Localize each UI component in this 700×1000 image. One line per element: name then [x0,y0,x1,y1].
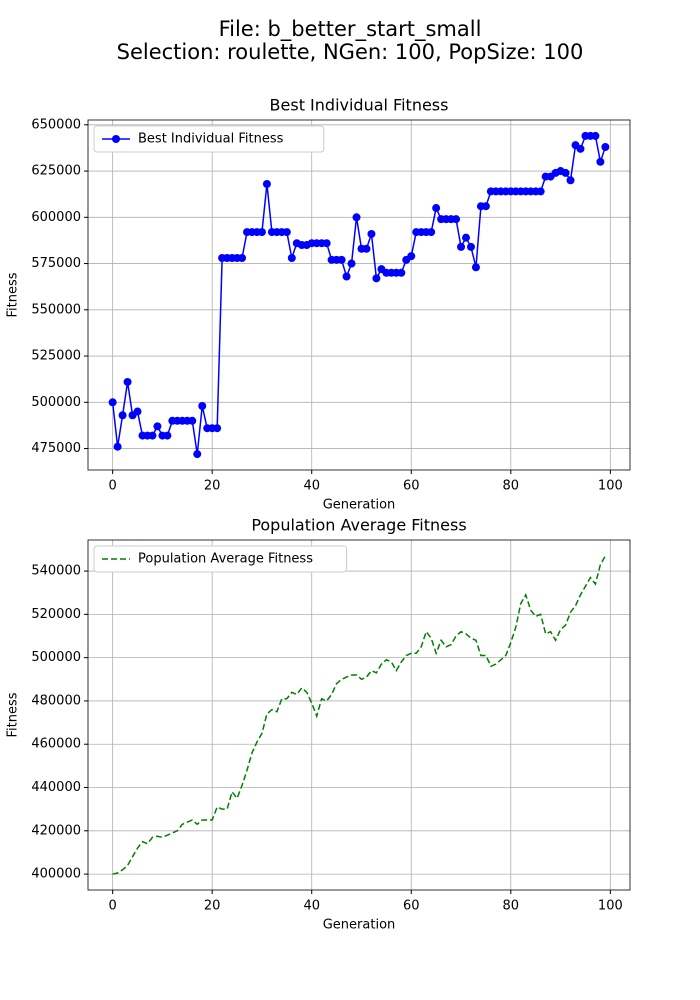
legend-box [93,125,325,153]
data-point [322,239,331,248]
data-point [367,229,376,238]
data-point [471,263,480,272]
y-tick-label: 520000 [31,607,81,622]
data-point [337,255,346,264]
x-tick-label: 60 [403,479,420,494]
data-point [342,272,351,281]
x-axis-label: Generation [323,918,396,933]
y-tick-label: 575000 [31,256,81,271]
figure-subtitle: Selection: roulette, NGen: 100, PopSize:… [117,40,584,64]
data-point [481,202,490,211]
data-point [238,254,247,263]
data-point [427,228,436,237]
data-point [352,213,361,222]
data-point [536,187,545,196]
x-axis-label: Generation [323,498,396,513]
legend-label: Population Average Fitness [138,552,313,567]
x-tick-label: 40 [303,479,320,494]
x-tick-label: 40 [303,899,320,914]
y-tick-label: 480000 [31,693,81,708]
y-tick-label: 500000 [31,395,81,410]
data-point [462,233,471,242]
x-tick-label: 80 [503,899,520,914]
data-point [347,259,356,268]
x-tick-label: 20 [204,479,221,494]
series-line [111,135,607,455]
data-point [118,411,127,420]
y-tick-label: 440000 [31,780,81,795]
data-point [262,180,271,189]
legend-marker [112,135,120,143]
x-tick-label: 80 [503,479,520,494]
y-tick-label: 550000 [31,302,81,317]
legend-box [93,545,348,573]
x-tick-label: 60 [403,899,420,914]
y-tick-label: 600000 [31,210,81,225]
data-point [576,144,585,153]
chart-title: Best Individual Fitness [270,96,449,115]
y-tick-label: 460000 [31,737,81,752]
series-line [112,555,607,875]
data-point [601,143,610,152]
data-point [397,268,406,277]
plot-frame [87,119,631,471]
x-tick-label: 20 [204,899,221,914]
data-point [566,176,575,185]
data-point [198,401,207,410]
data-point [133,407,142,416]
y-tick-label: 540000 [31,564,81,579]
y-tick-label: 525000 [31,349,81,364]
x-tick-label: 0 [108,899,116,914]
y-axis-label: Fitness [6,692,21,737]
data-point [432,204,441,213]
data-point [123,377,132,386]
data-point [113,442,122,451]
data-point [282,228,291,237]
data-point [287,254,296,263]
data-point [457,242,466,251]
data-point [452,215,461,224]
plot-frame [87,539,631,891]
data-point [153,422,162,431]
y-tick-label: 420000 [31,823,81,838]
data-point [257,228,266,237]
data-point [596,157,605,166]
y-tick-label: 625000 [31,164,81,179]
y-tick-label: 475000 [31,441,81,456]
data-point [163,431,172,440]
y-axis-label: Fitness [6,272,21,317]
data-point [407,252,416,261]
x-tick-label: 0 [108,479,116,494]
y-tick-label: 650000 [31,117,81,132]
y-tick-label: 500000 [31,650,81,665]
y-tick-label: 400000 [31,867,81,882]
figure-title: File: b_better_start_small [219,17,482,42]
data-point [213,424,222,433]
data-point [148,431,157,440]
data-point [591,131,600,140]
data-point [561,168,570,177]
data-point [188,416,197,425]
x-tick-label: 100 [598,899,623,914]
data-point [108,398,117,407]
x-tick-label: 100 [598,479,623,494]
chart-title: Population Average Fitness [251,516,466,535]
data-point [362,244,371,253]
data-point [372,274,381,283]
legend-label: Best Individual Fitness [138,132,284,147]
data-point [193,450,202,459]
data-point [466,242,475,251]
